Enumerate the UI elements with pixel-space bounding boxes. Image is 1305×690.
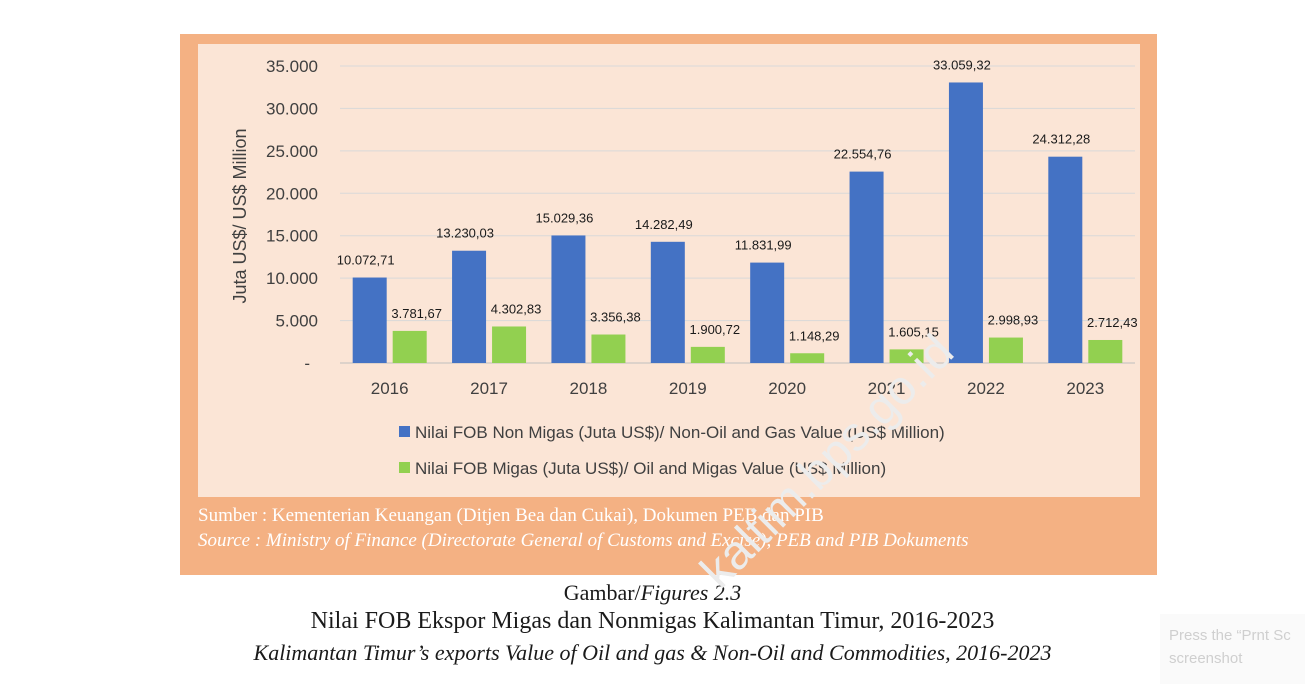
x-tick-label: 2023 — [1066, 379, 1104, 398]
data-label: 15.029,36 — [536, 210, 594, 225]
source-note-id: Sumber : Kementerian Keuangan (Ditjen Be… — [198, 505, 824, 526]
bar-migas — [1088, 339, 1123, 363]
data-label: 1.900,72 — [690, 322, 741, 337]
bar-migas — [591, 334, 626, 363]
bar-non-migas — [551, 235, 586, 363]
figure-title-id: Nilai FOB Ekspor Migas dan Nonmigas Kali… — [310, 608, 995, 634]
data-label: 3.781,67 — [391, 306, 442, 321]
bar-migas — [889, 349, 924, 363]
data-label: 1.148,29 — [789, 328, 840, 343]
x-tick-label: 2020 — [768, 379, 806, 398]
legend-swatch — [399, 426, 410, 437]
data-label: 1.605,15 — [888, 324, 939, 339]
source-note-en: Source : Ministry of Finance (Directorat… — [198, 530, 969, 551]
data-label: 14.282,49 — [635, 217, 693, 232]
legend-swatch — [399, 462, 410, 473]
x-tick-label: 2018 — [570, 379, 608, 398]
y-tick-label: 15.000 — [266, 227, 318, 246]
data-label: 2.712,43 — [1087, 315, 1138, 330]
bar-non-migas — [750, 262, 785, 363]
data-label: 4.302,83 — [491, 301, 542, 316]
x-tick-label: 2017 — [470, 379, 508, 398]
x-tick-label: 2019 — [669, 379, 707, 398]
data-label: 33.059,32 — [933, 57, 991, 72]
data-label: 2.998,93 — [988, 313, 1039, 328]
figure-number: Gambar/Figures 2.3 — [0, 580, 1305, 606]
bar-non-migas — [1048, 156, 1083, 363]
print-hint-line1: Press the “Prnt Sc — [1169, 627, 1291, 644]
y-tick-label: 25.000 — [266, 142, 318, 161]
bar-non-migas — [452, 250, 487, 363]
figure-title-en: Kalimantan Timur’s exports Value of Oil … — [253, 640, 1052, 665]
data-label: 22.554,76 — [834, 147, 892, 162]
data-label: 24.312,28 — [1032, 132, 1090, 147]
y-tick-label: 10.000 — [266, 269, 318, 288]
bar-non-migas — [849, 171, 884, 363]
figure-label: Figures 2.3 — [640, 580, 742, 605]
y-tick-label: 20.000 — [266, 184, 318, 203]
legend-label: Nilai FOB Migas (Juta US$)/ Oil and Miga… — [415, 459, 886, 478]
data-label: 3.356,38 — [590, 310, 641, 325]
x-tick-label: 2016 — [371, 379, 409, 398]
print-hint-line2: screenshot — [1169, 650, 1243, 667]
bar-migas — [492, 326, 527, 363]
bar-migas — [690, 346, 725, 363]
y-axis-title: Juta US$/ US$ Million — [230, 128, 250, 303]
data-label: 13.230,03 — [436, 226, 494, 241]
figure-prefix: Gambar/ — [563, 580, 641, 605]
bar-migas — [988, 337, 1023, 363]
y-tick-label: 5.000 — [275, 312, 318, 331]
y-tick-label: 30.000 — [266, 99, 318, 118]
bar-non-migas — [352, 277, 387, 363]
y-tick-label: - — [304, 354, 310, 373]
x-tick-label: 2021 — [868, 379, 906, 398]
data-label: 11.831,99 — [735, 238, 792, 253]
print-screen-hint: Press the “Prnt Sc screenshot — [1160, 614, 1305, 684]
y-tick-label: 35.000 — [266, 57, 318, 76]
x-tick-label: 2022 — [967, 379, 1005, 398]
data-label: 10.072,71 — [337, 253, 395, 268]
bar-non-migas — [650, 241, 685, 363]
bar-non-migas — [948, 82, 983, 364]
bar-migas — [790, 353, 825, 363]
legend-label: Nilai FOB Non Migas (Juta US$)/ Non-Oil … — [415, 423, 945, 442]
bar-migas — [392, 330, 427, 363]
